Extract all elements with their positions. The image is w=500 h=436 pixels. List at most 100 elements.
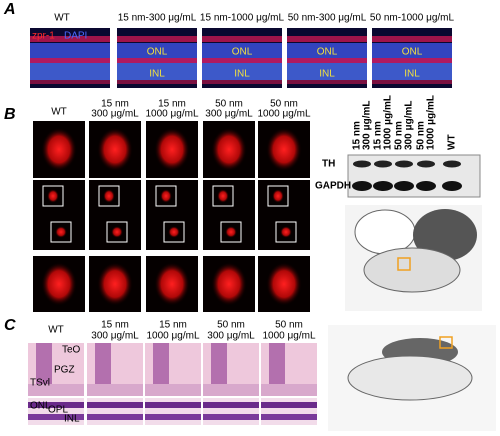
band: [353, 160, 371, 168]
region-label: TeO: [62, 345, 81, 356]
layer: [269, 343, 285, 396]
inset-box: [275, 221, 297, 243]
layer-label: INL: [64, 414, 80, 425]
column-label: 50 nm-1000 μg/mL: [370, 13, 455, 24]
band: [287, 58, 367, 63]
lane-label: 15 nm: [373, 121, 384, 150]
column-label: 15 nm: [101, 320, 129, 331]
layer: [261, 384, 317, 396]
inset-box: [212, 185, 234, 207]
signal: [111, 226, 123, 238]
roi: [397, 257, 411, 271]
layer-label: ONL: [147, 47, 168, 58]
layer: [203, 414, 259, 420]
column-label: 15 nm: [159, 320, 187, 331]
region-label: PGZ: [54, 365, 75, 376]
band: [30, 80, 110, 84]
stain-label: zpr-1: [32, 31, 55, 42]
layer: [203, 402, 259, 408]
layer: [87, 402, 143, 408]
band: [117, 36, 197, 42]
signal: [154, 262, 190, 306]
column-label: WT: [48, 325, 64, 336]
lane-label: WT: [447, 134, 458, 150]
layer-label: ONL: [317, 47, 338, 58]
band: [202, 80, 282, 84]
inset-box: [220, 221, 242, 243]
layer: [153, 343, 169, 396]
signal: [266, 127, 302, 172]
band: [287, 80, 367, 84]
lane-label: 300 μg/mL: [404, 101, 415, 150]
row-label: TH: [322, 159, 335, 170]
column-label: 50 nm: [215, 99, 243, 110]
layer: [211, 343, 227, 396]
panel-label: A: [3, 1, 16, 18]
signal: [97, 127, 133, 172]
stain-label: DAPI: [64, 31, 87, 42]
lane-label: 1000 μg/mL: [383, 95, 394, 150]
band: [30, 63, 110, 80]
column-label: 50 nm: [270, 99, 298, 110]
band: [352, 181, 372, 191]
layer-label: ONL: [402, 47, 423, 58]
lane-label: 300 μg/mL: [362, 101, 373, 150]
roi: [439, 336, 453, 349]
band: [117, 80, 197, 84]
column-label: 300 μg/mL: [91, 331, 139, 342]
layer: [145, 402, 201, 408]
blot: [347, 154, 481, 198]
layer: [28, 384, 84, 396]
column-label: WT: [54, 13, 70, 24]
layer: [95, 343, 111, 396]
band: [374, 160, 392, 168]
layer: [87, 414, 143, 420]
band: [394, 181, 414, 191]
band: [417, 160, 435, 168]
column-label: 300 μg/mL: [91, 109, 139, 120]
band: [202, 58, 282, 63]
signal: [154, 127, 190, 172]
layer: [87, 384, 143, 396]
layer: [203, 384, 259, 396]
column-label: 50 nm: [217, 320, 245, 331]
column-label: 300 μg/mL: [205, 109, 253, 120]
layer-label: INL: [404, 69, 420, 80]
lane-label: 50 nm: [416, 121, 427, 150]
layer: [28, 402, 84, 408]
band: [202, 63, 282, 80]
band: [202, 43, 282, 58]
signal: [168, 226, 180, 238]
column-label: 1000 μg/mL: [262, 331, 315, 342]
layer-label: ONL: [232, 47, 253, 58]
band: [373, 181, 393, 191]
layer-label: INL: [319, 69, 335, 80]
inset-box: [42, 185, 64, 207]
layer: [145, 414, 201, 420]
lane-label: 50 nm: [394, 121, 405, 150]
band: [287, 43, 367, 58]
fluorescence-image: [146, 180, 198, 250]
row-label: GAPDH: [315, 181, 351, 192]
fluorescence-image: [89, 180, 141, 250]
column-label: 15 nm: [158, 99, 186, 110]
outline: [347, 355, 473, 401]
fluorescence-image: [203, 180, 255, 250]
band: [372, 43, 452, 58]
band: [30, 58, 110, 63]
inset-box: [267, 185, 289, 207]
outline: [363, 247, 461, 293]
band: [117, 43, 197, 58]
signal: [103, 189, 115, 203]
band: [372, 36, 452, 42]
signal: [280, 226, 292, 238]
layer: [145, 384, 201, 396]
column-label: 15 nm: [101, 99, 129, 110]
signal: [217, 189, 229, 203]
band: [117, 63, 197, 80]
panel-label: B: [4, 106, 16, 123]
layer-label: OPL: [48, 405, 68, 416]
band: [30, 43, 110, 58]
layer: [36, 343, 52, 396]
